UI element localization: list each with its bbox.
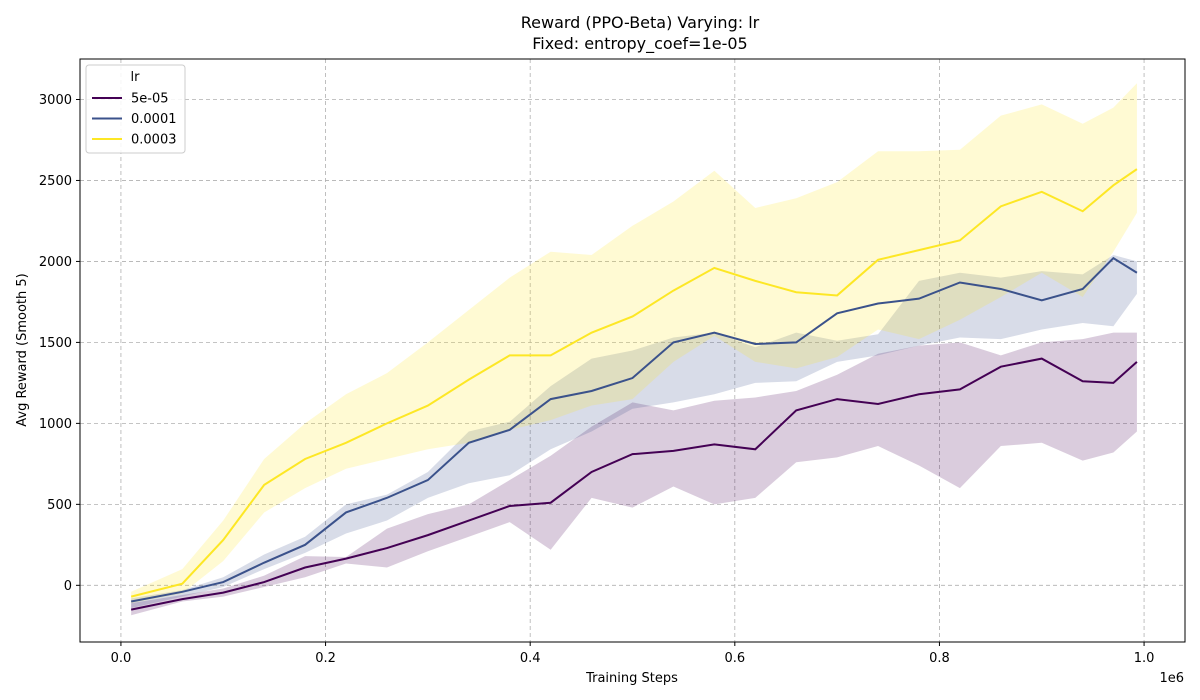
line-5e-05 [130,357,1138,611]
y-tick-label: 1500 [39,336,72,351]
grid [80,59,1185,642]
x-tick-label: 0.0 [111,651,132,666]
x-tick-label: 0.4 [520,651,541,666]
legend-items: 5e-05 0.0001 0.0003 [92,92,177,148]
chart-title: Reward (PPO-Beta) Varying: lr [521,13,760,32]
legend-label-0.0003: 0.0003 [131,133,177,148]
y-axis-ticks: 0 500 1000 1500 2000 2500 3000 [39,93,80,594]
y-tick-label: 2000 [39,255,72,270]
x-tick-label: 0.2 [315,651,336,666]
line-0.0001 [130,256,1138,603]
x-axis-offset-label: 1e6 [1159,671,1184,686]
plot-frame [79,58,1186,643]
x-tick-label: 0.6 [724,651,745,666]
y-tick-label: 0 [64,579,72,594]
x-axis-label: Training Steps [585,671,678,686]
y-tick-label: 3000 [39,93,72,108]
legend-title: lr [131,70,141,85]
line-0.0003 [130,168,1138,598]
band-5e-05 [131,332,1137,616]
band-0.0003 [131,83,1137,604]
legend: lr 5e-05 0.0001 0.0003 [85,64,186,154]
x-axis-ticks: 0.0 0.2 0.4 0.6 0.8 1.0 [111,642,1155,666]
y-tick-label: 500 [47,498,72,513]
y-tick-label: 2500 [39,174,72,189]
legend-box [85,64,186,154]
y-axis-label: Avg Reward (Smooth 5) [15,273,30,426]
chart-subtitle: Fixed: entropy_coef=1e-05 [532,34,747,54]
legend-label-0.0001: 0.0001 [131,112,177,127]
band-0.0001 [131,254,1137,608]
x-tick-label: 1.0 [1134,651,1155,666]
legend-label-5e-05: 5e-05 [131,92,169,107]
y-tick-label: 1000 [39,417,72,432]
series-lines [130,168,1138,611]
x-tick-label: 0.8 [929,651,950,666]
confidence-bands [131,83,1137,616]
